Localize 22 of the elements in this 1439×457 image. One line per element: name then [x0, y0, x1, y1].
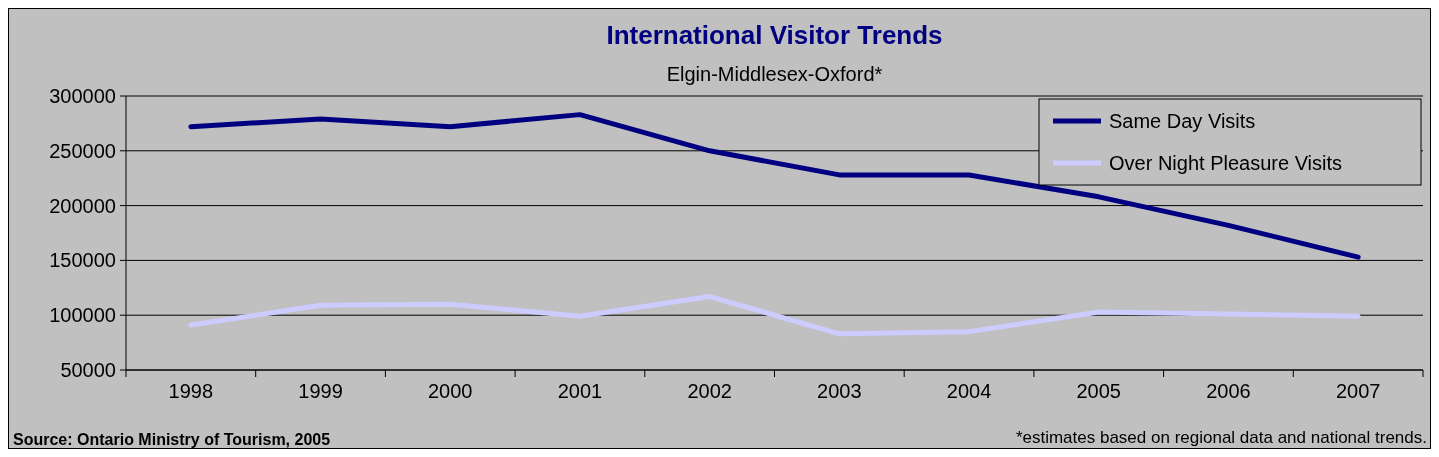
y-tick-label: 300000 — [49, 85, 116, 107]
x-tick-label: 1999 — [298, 380, 343, 402]
chart-title: International Visitor Trends — [606, 20, 943, 50]
y-tick-label: 250000 — [49, 139, 116, 162]
x-tick-label: 2001 — [557, 380, 603, 402]
chart-subtitle: Elgin-Middlesex-Oxford* — [666, 63, 883, 85]
y-tick-label: 50000 — [60, 359, 116, 381]
text: *estimates based on regional data and national trends. — [1015, 428, 1427, 447]
x-tick-label: 2002 — [687, 380, 732, 402]
x-tick-label: 2006 — [1206, 380, 1251, 402]
x-tick-label: 1998 — [168, 380, 214, 402]
legend-label: Same Day Visits — [1109, 110, 1256, 132]
x-tick-label: 2005 — [1076, 380, 1121, 402]
y-tick-label: 200000 — [49, 194, 116, 217]
x-tick-label: 2007 — [1335, 380, 1381, 402]
x-tick-label: 2004 — [946, 380, 992, 402]
y-tick-label: 100000 — [49, 304, 116, 327]
x-tick-label: 2000 — [428, 380, 473, 402]
legend-label: Over Night Pleasure Visits — [1109, 152, 1343, 174]
source-note: Source: Ontario Ministry of Tourism, 2005 — [13, 431, 331, 448]
y-tick-label: 150000 — [49, 249, 116, 272]
x-tick-label: 2003 — [817, 380, 862, 402]
